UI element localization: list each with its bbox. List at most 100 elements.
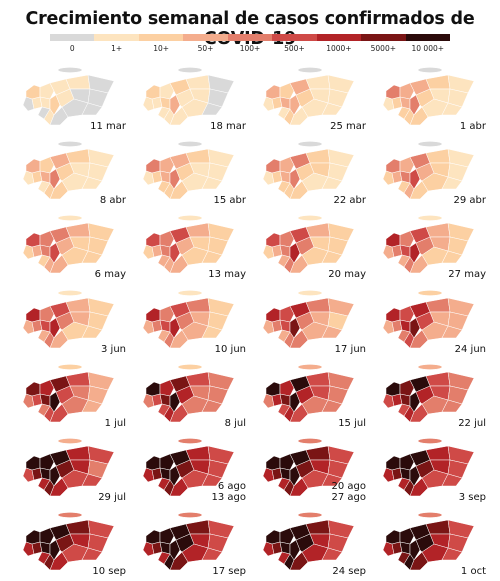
week-label: 6 ago 13 ago: [212, 481, 247, 503]
department-region: [279, 305, 295, 323]
country-map: [22, 438, 115, 497]
legend-label: 500+: [284, 44, 305, 53]
week-label: 20 ago 27 ago: [332, 481, 367, 503]
department-region: [441, 399, 463, 413]
department-region: [301, 395, 329, 415]
department-region: [399, 453, 415, 471]
legend-label: 100+: [239, 44, 261, 53]
week-label: 13 may: [208, 269, 246, 280]
department-region: [301, 98, 329, 118]
country-map: [22, 215, 115, 274]
department-region: [262, 170, 275, 186]
department-region: [65, 222, 91, 238]
department-region: [145, 455, 161, 471]
week-label-line: 8 abr: [99, 195, 126, 206]
department-region: [289, 168, 301, 190]
department-region: [382, 244, 395, 260]
department-region: [159, 230, 175, 248]
islands-region: [417, 141, 443, 147]
islands-region: [57, 438, 83, 444]
department-region: [277, 551, 291, 565]
department-region: [409, 465, 421, 487]
week-label: 15 abr: [214, 195, 247, 206]
department-region: [169, 477, 189, 497]
department-region: [279, 379, 295, 397]
islands-region: [177, 512, 203, 518]
department-region: [305, 222, 331, 238]
department-region: [185, 222, 211, 238]
country-map: [262, 512, 355, 571]
department-region: [262, 244, 275, 260]
department-region: [39, 230, 55, 248]
department-region: [382, 467, 395, 483]
department-region: [399, 82, 415, 100]
department-region: [201, 102, 223, 116]
islands-region: [177, 67, 203, 73]
department-region: [185, 445, 211, 461]
department-region: [22, 170, 35, 186]
department-region: [37, 106, 51, 120]
map-cell: 1 jul: [10, 360, 130, 432]
week-label-line: 11 mar: [90, 121, 126, 132]
department-region: [279, 230, 295, 248]
week-label-line: 3 sep: [458, 492, 486, 503]
department-region: [181, 543, 209, 563]
legend-swatch: [138, 34, 184, 41]
color-legend: 0 1+ 10+ 50+ 100+ 500+ 1000+ 5000+ 10 000+: [50, 34, 450, 60]
islands-region: [417, 438, 443, 444]
map-cell: 17 jun: [250, 286, 370, 358]
department-region: [39, 82, 55, 100]
country-map: [142, 141, 235, 200]
country-map: [22, 512, 115, 571]
week-label: 1 oct: [461, 566, 486, 577]
islands-region: [57, 364, 83, 370]
country-map: [22, 290, 115, 349]
department-region: [289, 254, 309, 274]
department-region: [142, 541, 155, 557]
country-map: [142, 364, 235, 423]
islands-region: [57, 215, 83, 221]
legend-label: 5000+: [370, 44, 397, 53]
department-region: [25, 529, 41, 545]
department-region: [37, 180, 51, 194]
map-cell: 10 jun: [130, 286, 250, 358]
department-region: [301, 172, 329, 192]
department-region: [301, 469, 329, 489]
department-region: [321, 325, 343, 339]
islands-region: [297, 67, 323, 73]
country-map: [142, 438, 235, 497]
department-region: [277, 403, 291, 417]
department-region: [321, 102, 343, 116]
department-region: [289, 477, 309, 497]
department-region: [305, 74, 331, 90]
department-region: [61, 395, 89, 415]
department-region: [289, 106, 309, 126]
department-region: [157, 477, 171, 491]
department-region: [157, 403, 171, 417]
department-region: [409, 106, 429, 126]
department-region: [22, 96, 35, 112]
department-region: [157, 551, 171, 565]
islands-region: [57, 512, 83, 518]
map-cell: 22 abr: [250, 137, 370, 209]
department-region: [382, 319, 395, 335]
map-cell: 8 jul: [130, 360, 250, 432]
department-region: [201, 325, 223, 339]
department-region: [289, 180, 309, 200]
department-region: [409, 168, 421, 190]
country-map: [142, 512, 235, 571]
department-region: [425, 371, 451, 387]
map-cell: 29 abr: [370, 137, 490, 209]
map-cell: 27 may: [370, 211, 490, 283]
week-label-line: 27 may: [448, 269, 486, 280]
department-region: [421, 395, 449, 415]
country-map: [382, 512, 475, 571]
country-map: [22, 364, 115, 423]
department-region: [49, 168, 61, 190]
department-region: [421, 321, 449, 341]
country-map: [22, 141, 115, 200]
week-label-line: 13 ago: [211, 492, 247, 503]
department-region: [441, 325, 463, 339]
map-cell: 3 sep: [370, 434, 490, 506]
department-region: [39, 305, 55, 323]
